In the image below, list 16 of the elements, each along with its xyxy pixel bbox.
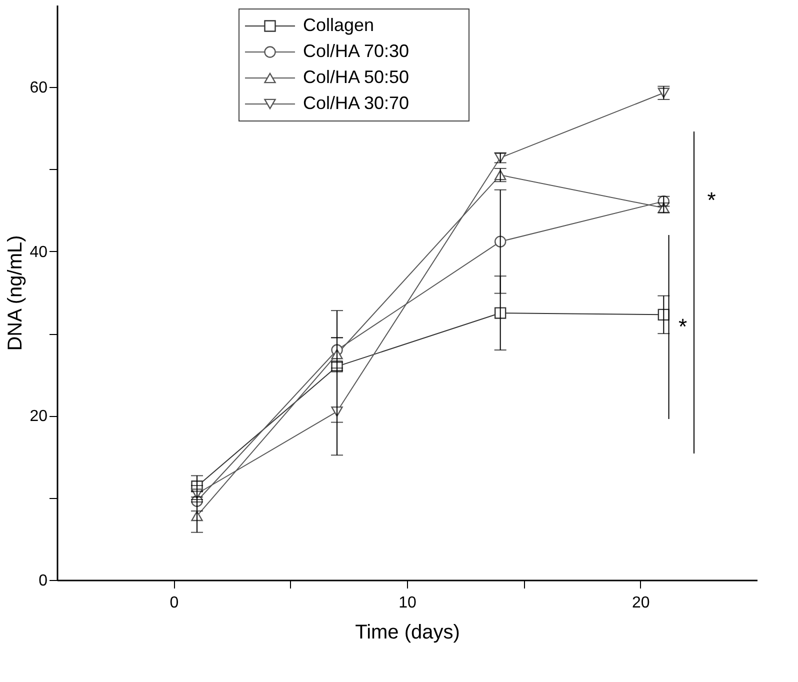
x-axis-title: Time (days): [355, 622, 460, 644]
legend-label: Col/HA 70:30: [303, 41, 410, 61]
legend-label: Collagen: [303, 15, 374, 35]
y-axis-title: DNA (ng/mL): [4, 235, 27, 351]
y-tick-label: 20: [30, 408, 48, 426]
point: [494, 307, 506, 319]
x-tick-label: 20: [632, 594, 650, 612]
legend-label: Col/HA 30:70: [303, 93, 410, 113]
legend-label: Col/HA 50:50: [303, 67, 410, 87]
annotation: *: [707, 188, 716, 212]
y-tick-label: 60: [30, 80, 48, 97]
y-tick-label: 0: [38, 572, 48, 590]
x-tick-label: 10: [398, 594, 416, 612]
y-tick-label: 40: [30, 244, 48, 261]
x-tick-label: 0: [170, 594, 179, 612]
annotation: *: [678, 314, 688, 339]
